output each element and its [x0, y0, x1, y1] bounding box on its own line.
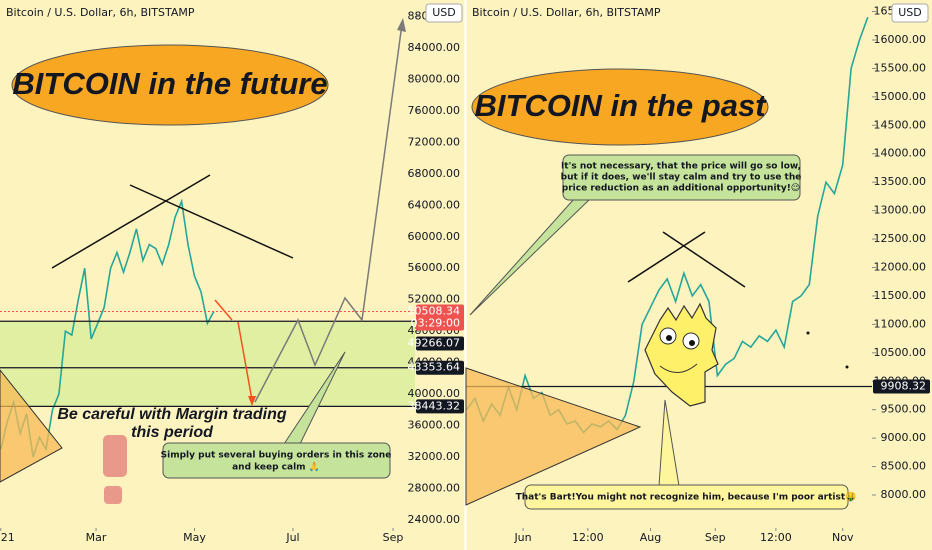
bart-smile: [659, 363, 698, 373]
y-tick-label: 12500.00: [874, 232, 927, 245]
y-tick-label: 14500.00: [874, 118, 927, 131]
callout-text: Simply put several buying orders in this…: [161, 451, 392, 461]
trend-line: [627, 231, 706, 283]
dot: [845, 365, 849, 369]
annotations-left: BITCOIN in the future Be careful with Ma…: [0, 18, 406, 504]
y-tick-label: 11500.00: [874, 289, 927, 302]
y-tick-label: 12000.00: [874, 260, 927, 273]
x-tick-label: May: [183, 531, 206, 544]
y-tick-label: 11000.00: [874, 317, 927, 330]
y-tick-label: 24000.00: [408, 513, 461, 526]
callout: [562, 154, 801, 201]
axes: 24000.00 28000.00 32000.00 36000.00 40000.00…: [0, 3, 930, 544]
x-tick-label: Aug: [640, 531, 661, 544]
price-badge-label: 9908.32: [881, 379, 927, 392]
callout-text: and keep calm 🙏: [232, 462, 320, 473]
y-tick-label: 13500.00: [874, 175, 927, 188]
price-badge-label: 49266.07: [408, 336, 461, 349]
y-tick-label: 72000.00: [408, 135, 461, 148]
y-tick-label: 84000.00: [408, 41, 461, 54]
currency: USD: [432, 6, 456, 19]
y-tick-label: 28000.00: [408, 482, 461, 495]
countdown: 03:29:00: [411, 316, 460, 329]
y-tick-label: 9500.00: [881, 403, 927, 416]
callout-text: price reduction as an additional opportu…: [562, 183, 800, 194]
bart-pupil: [689, 340, 695, 346]
buy-zone: [0, 321, 415, 406]
x-tick-label: Jun: [513, 531, 531, 544]
currency-badge: [425, 3, 463, 23]
price-badge: [416, 360, 464, 375]
price-badge: [416, 336, 464, 351]
x-tick-label: 12:00: [572, 531, 604, 544]
triangle: [465, 367, 642, 506]
exclamation-dot: [104, 486, 122, 504]
y-tick-label: 60000.00: [408, 230, 461, 243]
trend-line: [51, 174, 211, 269]
y-tick-label: 16000.00: [874, 33, 927, 46]
trend-line: [129, 184, 294, 259]
chart-header: Bitcoin / U.S. Dollar, 6h, BITSTAMP: [472, 6, 661, 19]
arrow-head: [248, 396, 256, 406]
exclamation: [103, 435, 127, 477]
x-tick-label: Nov: [832, 531, 854, 544]
callout-text: That's Bart!You might not recognize him,…: [516, 492, 857, 503]
title-bubble: [471, 68, 769, 146]
y-tick-label: 36000.00: [408, 419, 461, 432]
callout: [162, 442, 391, 479]
title: BITCOIN in the past: [474, 88, 767, 123]
price-badge-label: 38443.32: [408, 399, 461, 412]
y-tick-label: 8500.00: [881, 460, 927, 473]
callout-text: but if it does, we'll stay calm and try …: [561, 173, 802, 183]
x-tick-label: Sep: [705, 531, 726, 544]
warning: Be careful with Margin trading: [57, 406, 287, 423]
x-tick-label: Sep: [383, 531, 404, 544]
y-tick-label: 13000.00: [874, 204, 927, 217]
callout-text: It's not necessary, that the price will …: [561, 162, 801, 172]
y-tick-label: 64000.00: [408, 198, 461, 211]
x-tick-label: Mar: [86, 531, 107, 544]
y-tick-label: 9000.00: [881, 431, 927, 444]
price-badge: [873, 379, 930, 394]
title-bubble: [11, 44, 329, 126]
dot: [806, 331, 810, 335]
chart-header: Bitcoin / U.S. Dollar, 6h, BITSTAMP: [6, 6, 195, 19]
y-tick-label: 56000.00: [408, 261, 461, 274]
currency: USD: [898, 6, 922, 19]
arrow-head: [397, 18, 406, 32]
price-badge: [416, 399, 464, 414]
price-badge-label: 50508.34: [408, 304, 461, 317]
callout: [524, 484, 849, 510]
warning: this period: [131, 424, 214, 441]
price-badge-label: 43353.64: [408, 361, 461, 374]
y-tick-label: 10500.00: [874, 346, 927, 359]
y-tick-label: 14000.00: [874, 147, 927, 160]
y-tick-label: 80000.00: [408, 72, 461, 85]
bart-pupil: [666, 335, 672, 341]
gray-arrow: [254, 23, 403, 403]
y-tick-label: 15500.00: [874, 61, 927, 74]
triangle: [0, 369, 63, 483]
currency-badge: [891, 3, 929, 23]
y-tick-label: 52000.00: [408, 293, 461, 306]
title: BITCOIN in the future: [12, 66, 327, 101]
trend-line: [662, 231, 746, 288]
y-tick-label: 8000.00: [881, 488, 927, 501]
x-tick-label: Jul: [285, 531, 299, 544]
y-tick-label: 68000.00: [408, 167, 461, 180]
y-tick-label: 15000.00: [874, 90, 927, 103]
red-arrow: [214, 299, 253, 401]
y-tick-label: 76000.00: [408, 104, 461, 117]
x-tick-label: 12:00: [760, 531, 792, 544]
x-tick-label: 2021: [0, 531, 15, 544]
price-badge: [416, 304, 464, 331]
y-tick-label: 32000.00: [408, 450, 461, 463]
y-tick-label: 40000.00: [408, 387, 461, 400]
annotations-right: BITCOIN in the past It's not necessary, …: [465, 68, 857, 510]
